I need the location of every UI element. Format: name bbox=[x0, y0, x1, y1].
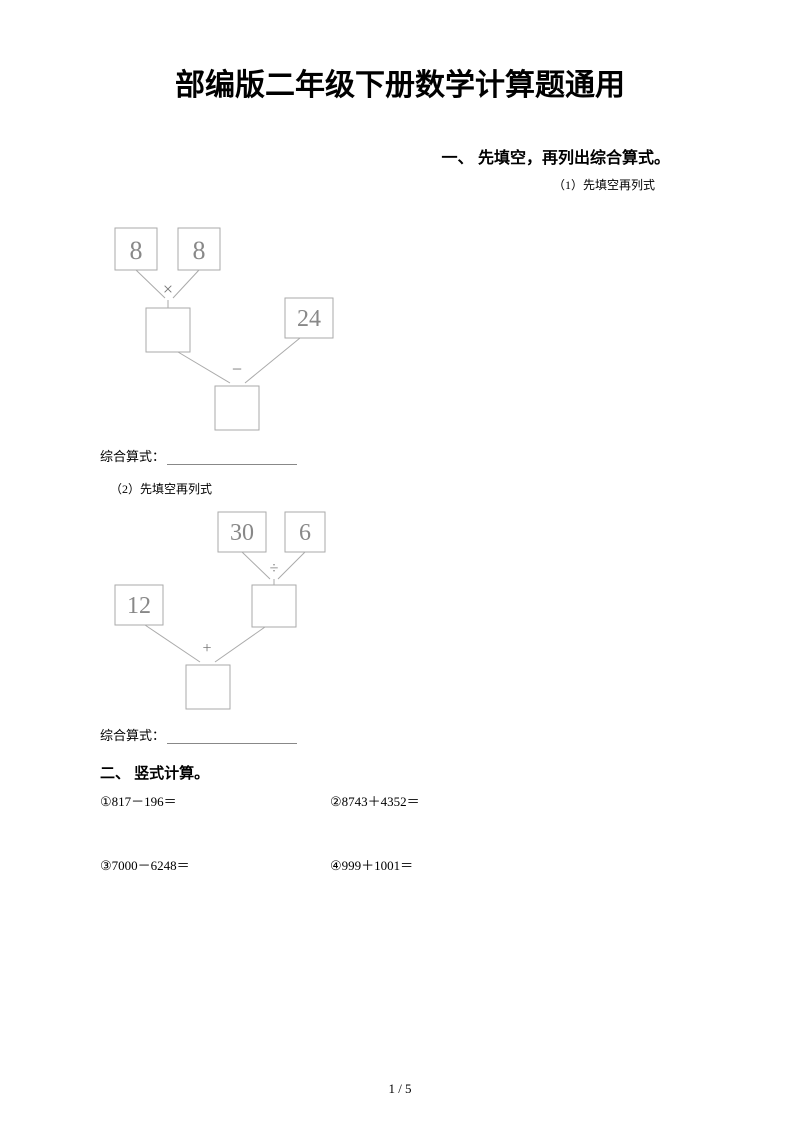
answer-line-2: 综合算式： bbox=[100, 725, 700, 744]
problems-row-2: ③7000－6248＝ ④999＋1001＝ bbox=[100, 855, 700, 874]
section1-sub2: （2）先填空再列式 bbox=[100, 480, 700, 497]
d2-n3: 12 bbox=[127, 593, 151, 619]
problem-3: ③7000－6248＝ bbox=[100, 855, 330, 874]
d1-n3: 24 bbox=[297, 306, 321, 332]
problems-row-1: ①817－196＝ ②8743＋4352＝ bbox=[100, 791, 700, 810]
problem-4: ④999＋1001＝ bbox=[330, 855, 560, 874]
page-title: 部编版二年级下册数学计算题通用 bbox=[100, 60, 700, 104]
problem-2: ②8743＋4352＝ bbox=[330, 791, 560, 810]
blank-1[interactable] bbox=[167, 464, 297, 465]
d2-n2: 6 bbox=[299, 520, 311, 546]
page-number: 1 / 5 bbox=[0, 1081, 800, 1097]
blank-2[interactable] bbox=[167, 743, 297, 744]
d1-n2: 8 bbox=[193, 236, 206, 265]
d1-n1: 8 bbox=[130, 236, 143, 265]
section1-heading: 一、 先填空，再列出综合算式。 bbox=[100, 144, 700, 168]
problem-1: ①817－196＝ bbox=[100, 791, 330, 810]
answer-line-1: 综合算式： bbox=[100, 446, 700, 465]
d2-op1: ÷ bbox=[270, 560, 279, 577]
diagram-1: 8 8 × 24 − bbox=[100, 223, 700, 438]
d1-op1: × bbox=[163, 279, 173, 299]
section1-sub1: （1）先填空再列式 bbox=[100, 176, 700, 193]
d2-op2: + bbox=[202, 640, 211, 657]
answer-label-2: 综合算式： bbox=[100, 728, 165, 743]
section2-heading: 二、 竖式计算。 bbox=[100, 762, 700, 783]
d2-n1: 30 bbox=[230, 520, 254, 546]
diagram-2: 30 6 ÷ 12 + bbox=[100, 507, 700, 717]
d1-op2: − bbox=[232, 359, 242, 379]
answer-label-1: 综合算式： bbox=[100, 449, 165, 464]
